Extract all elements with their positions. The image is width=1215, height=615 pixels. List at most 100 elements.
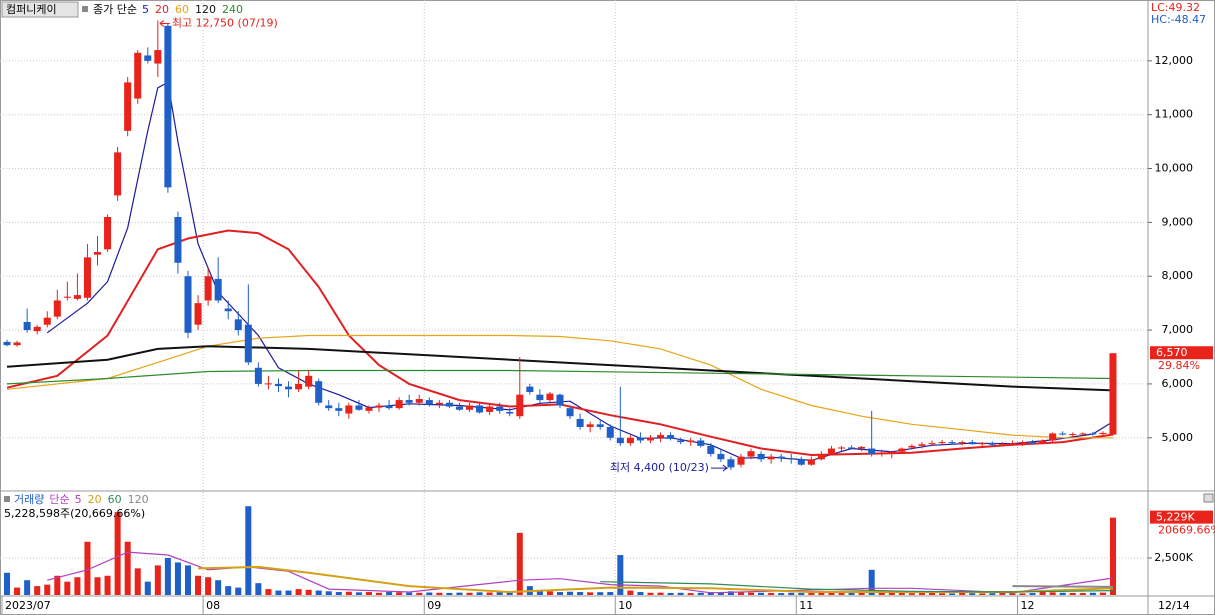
- candle-body: [114, 152, 122, 196]
- volume-bar: [697, 592, 704, 595]
- volume-bar: [104, 575, 111, 595]
- candle-body: [415, 399, 423, 403]
- volume-bar: [1089, 592, 1096, 595]
- volume-tag-label: 5,229K: [1156, 511, 1195, 524]
- volume-bar: [1049, 592, 1056, 595]
- volume-bar: [114, 512, 121, 595]
- price-tag-label: 6,570: [1156, 346, 1188, 359]
- volume-bar: [677, 592, 684, 595]
- volume-bar: [727, 591, 734, 595]
- volume-bar: [496, 592, 503, 595]
- candle-body: [998, 444, 1006, 446]
- volume-bar: [597, 592, 604, 595]
- candle-body: [1079, 433, 1087, 435]
- candle-body: [43, 317, 51, 325]
- volume-bar: [456, 592, 463, 595]
- candle-body: [556, 394, 564, 406]
- x-tick-label: 12: [1020, 599, 1034, 612]
- candle-body: [1109, 353, 1117, 435]
- candle-body: [3, 341, 11, 346]
- volume-bar: [1039, 592, 1046, 595]
- candle-body: [486, 406, 494, 412]
- candle-body: [727, 459, 735, 468]
- candle-body: [636, 437, 644, 441]
- y-tick-label: 2,500K: [1154, 551, 1193, 564]
- volume-bar: [1009, 593, 1016, 595]
- candle-body: [405, 400, 413, 403]
- volume-bar: [888, 592, 895, 595]
- panel-button[interactable]: [1203, 493, 1214, 503]
- candle-body: [616, 437, 624, 444]
- volume-bar: [556, 592, 564, 595]
- volume-bar: [647, 592, 654, 595]
- candle-body: [837, 447, 846, 449]
- volume-bar: [355, 592, 362, 595]
- candle-body: [73, 295, 81, 299]
- candle-body: [1008, 443, 1016, 445]
- volume-bar: [305, 589, 312, 595]
- candle-body: [214, 278, 222, 301]
- legend-entry: 20: [155, 3, 169, 16]
- candle-body: [626, 437, 634, 444]
- candle-body: [657, 435, 665, 438]
- candle-body: [295, 383, 303, 390]
- volume-bar: [808, 592, 815, 595]
- candle-body: [747, 451, 755, 457]
- volume-bar: [1069, 592, 1076, 595]
- volume-bar: [858, 592, 865, 595]
- volume-bar: [1019, 593, 1026, 595]
- volume-bar: [1109, 517, 1116, 595]
- volume-bar: [24, 580, 31, 595]
- x-tick-label: 2023/07: [5, 599, 51, 612]
- candle-body: [83, 257, 91, 298]
- x-tick-label: 09: [427, 599, 441, 612]
- candle-body: [385, 405, 393, 409]
- candle-body: [988, 443, 996, 445]
- volume-bar: [275, 590, 282, 595]
- legend-entry: 5: [75, 493, 82, 506]
- volume-bar: [577, 592, 584, 595]
- volume-bar: [184, 565, 192, 595]
- candle-body: [23, 322, 31, 331]
- y-tick-label: 6,000: [1162, 377, 1194, 390]
- volume-bar: [54, 575, 61, 595]
- volume-bar: [94, 577, 101, 595]
- volume-bar: [265, 589, 272, 595]
- candle-body: [174, 217, 182, 263]
- candle-body: [315, 381, 323, 403]
- volume-bar: [637, 592, 644, 595]
- legend-entry: 60: [108, 493, 122, 506]
- volume-bar: [486, 592, 493, 595]
- candle-body: [1049, 433, 1057, 441]
- x-end-label: 12/14: [1158, 599, 1190, 612]
- y-tick-label: 7,000: [1162, 323, 1194, 336]
- ma-line: [600, 581, 1114, 593]
- volume-bar: [546, 591, 553, 595]
- y-tick-label: 11,000: [1155, 108, 1194, 121]
- volume-bar: [1099, 592, 1106, 595]
- volume-bar: [516, 532, 523, 595]
- volume-bar: [798, 592, 805, 595]
- volume-bar: [758, 592, 765, 595]
- volume-bar: [748, 592, 755, 595]
- volume-bar: [295, 589, 302, 595]
- candle-body: [586, 424, 594, 427]
- volume-bar: [154, 565, 161, 595]
- volume-bar: [778, 593, 785, 595]
- volume-bar: [667, 592, 674, 595]
- x-tick-label: 11: [799, 599, 813, 612]
- candle-body: [797, 459, 805, 465]
- volume-bar: [969, 593, 976, 595]
- candle-body: [124, 82, 132, 131]
- candle-body: [305, 375, 313, 387]
- lc-label: LC:49.32: [1151, 1, 1200, 14]
- candle-body: [335, 408, 343, 411]
- volume-bar: [446, 592, 453, 595]
- candle-body: [455, 406, 463, 410]
- volume-bar: [959, 593, 966, 595]
- candle-body: [878, 452, 886, 454]
- volume-bar: [476, 592, 483, 595]
- volume-bar: [365, 592, 372, 595]
